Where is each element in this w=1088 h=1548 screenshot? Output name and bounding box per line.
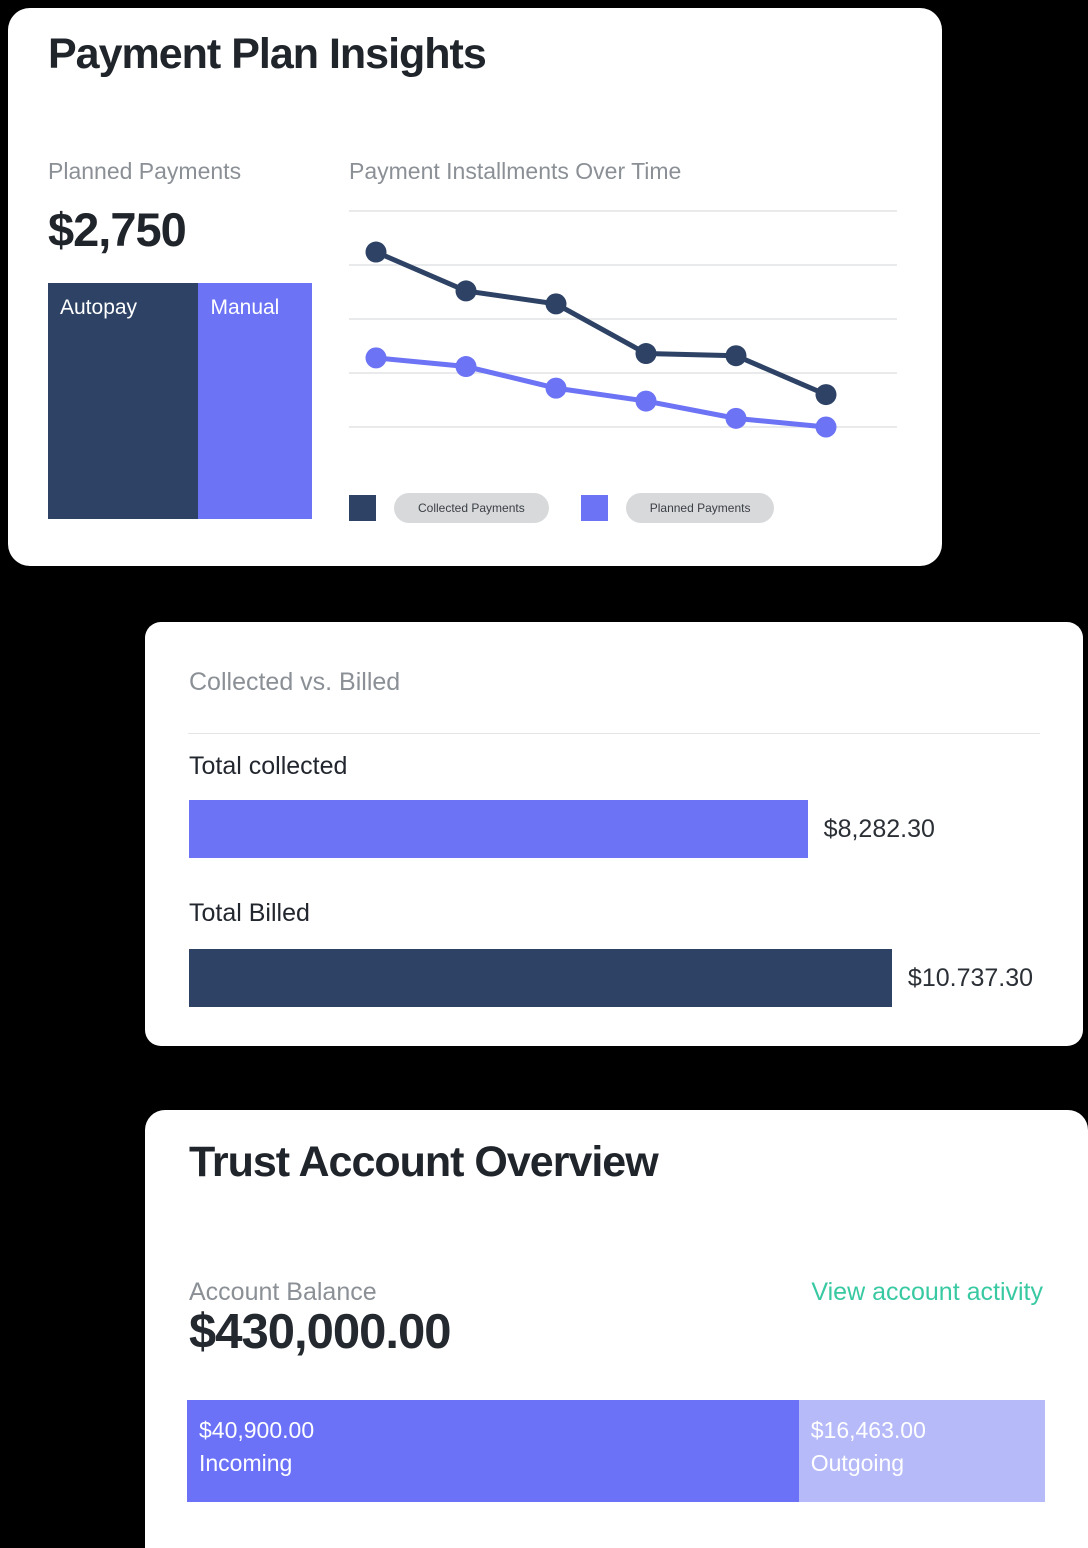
- trust-account-title: Trust Account Overview: [189, 1138, 659, 1186]
- planned-payments-point: [365, 347, 387, 369]
- card-divider: [188, 733, 1040, 734]
- collected-vs-billed-card: Collected vs. Billed Total collected $8,…: [145, 622, 1083, 1046]
- incoming-label: Incoming: [199, 1450, 293, 1476]
- incoming-value: $40,900.00: [199, 1417, 315, 1443]
- autopay-label: Autopay: [60, 296, 138, 319]
- view-account-activity-link[interactable]: View account activity: [811, 1278, 1043, 1306]
- payment-method-stacked-bar: Autopay Manual: [48, 283, 312, 519]
- collected-payments-point: [725, 345, 747, 367]
- total-billed-value: $10.737.30: [907, 963, 1034, 992]
- collected-payments-point: [545, 293, 567, 315]
- autopay-segment: Autopay: [48, 283, 199, 519]
- trust-account-card: Trust Account Overview Account Balance V…: [145, 1110, 1088, 1548]
- collected-payments-point: [815, 384, 837, 406]
- planned-payments-point: [545, 377, 567, 399]
- chart-legend: Collected Payments Planned Payments: [349, 493, 775, 523]
- total-billed-label: Total Billed: [189, 899, 310, 927]
- incoming-segment: $40,900.00 Incoming: [187, 1400, 799, 1502]
- planned-legend-swatch: [580, 495, 608, 521]
- planned-payments-point: [635, 390, 657, 412]
- account-balance-value: $430,000.00: [189, 1305, 451, 1359]
- collected-legend-swatch: [349, 495, 376, 521]
- collected-payments-point: [365, 241, 387, 263]
- planned-payments-label: Planned Payments: [48, 158, 242, 184]
- manual-label: Manual: [210, 296, 280, 319]
- manual-segment: Manual: [198, 283, 312, 519]
- planned-payments-point: [725, 407, 747, 429]
- planned-payments-point: [455, 356, 477, 378]
- planned-payments-amount: $2,750: [48, 203, 187, 256]
- collected-payments-point: [635, 343, 657, 365]
- total-collected-value: $8,282.30: [823, 814, 935, 843]
- collected-legend-chip[interactable]: Collected Payments: [394, 493, 549, 523]
- collected-payments-line: [375, 249, 827, 397]
- planned-legend-chip[interactable]: Planned Payments: [625, 493, 775, 523]
- installments-chart-title: Payment Installments Over Time: [349, 158, 682, 184]
- outgoing-label: Outgoing: [810, 1450, 905, 1476]
- outgoing-value: $16,463.00: [810, 1417, 926, 1443]
- planned-payments-line: [375, 355, 827, 430]
- total-collected-label: Total collected: [189, 752, 348, 780]
- installments-line-chart: [349, 210, 897, 438]
- collected-payments-point: [455, 280, 477, 302]
- trust-flow-bar: $40,900.00 Incoming $16,463.00 Outgoing: [187, 1400, 1045, 1502]
- payment-plan-title: Payment Plan Insights: [48, 30, 487, 78]
- outgoing-segment: $16,463.00 Outgoing: [798, 1400, 1045, 1502]
- account-balance-label: Account Balance: [189, 1278, 377, 1306]
- total-billed-bar: [189, 949, 892, 1007]
- payment-plan-card: Payment Plan Insights Planned Payments $…: [8, 8, 942, 566]
- planned-payments-point: [815, 416, 837, 438]
- total-collected-bar: [189, 800, 808, 858]
- collected-vs-billed-title: Collected vs. Billed: [189, 668, 401, 696]
